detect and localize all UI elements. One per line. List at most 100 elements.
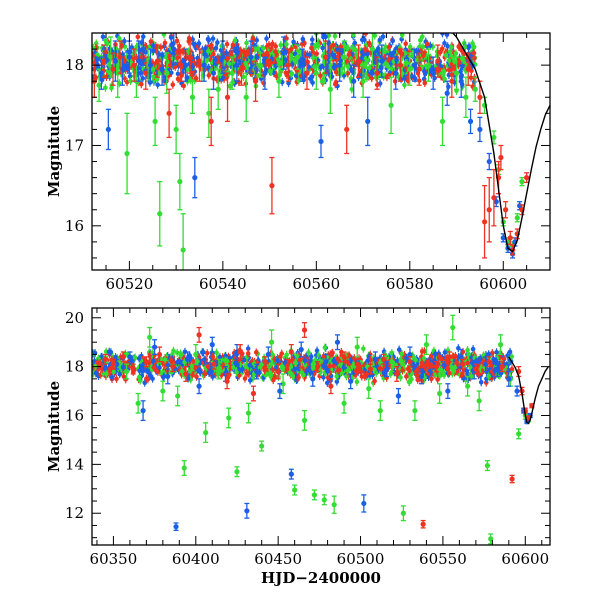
top-panel-ticks bbox=[92, 32, 551, 270]
cloud-point bbox=[380, 34, 386, 39]
data-point-green bbox=[152, 96, 158, 147]
cloud-point bbox=[174, 38, 180, 44]
data-point-red bbox=[498, 144, 504, 171]
data-point-blue bbox=[299, 48, 305, 82]
cloud-point bbox=[386, 73, 392, 78]
cloud-point bbox=[151, 48, 156, 54]
cloud-point bbox=[167, 63, 173, 68]
top-panel-y-axis-label: Magnitude bbox=[45, 106, 63, 197]
data-point-red bbox=[491, 168, 497, 227]
cloud-point bbox=[154, 76, 160, 82]
cloud-point bbox=[346, 52, 352, 58]
cloud-point bbox=[442, 41, 447, 46]
cloud-point bbox=[331, 42, 336, 48]
data-point-red bbox=[252, 60, 259, 102]
cloud-point bbox=[296, 78, 302, 83]
cloud-point bbox=[332, 33, 338, 39]
cloud-point bbox=[214, 350, 219, 355]
cloud-point bbox=[300, 36, 306, 42]
cloud-point bbox=[346, 362, 351, 367]
data-point-green bbox=[425, 48, 432, 82]
cloud-point bbox=[402, 82, 407, 88]
cloud-point bbox=[206, 49, 211, 54]
data-point-red bbox=[435, 44, 441, 78]
data-point-green bbox=[491, 130, 497, 145]
data-point-red bbox=[238, 52, 245, 86]
cloud-point bbox=[400, 71, 405, 76]
cloud-point bbox=[108, 349, 114, 355]
cloud-point bbox=[204, 58, 209, 64]
data-point-green bbox=[177, 152, 183, 211]
cloud-point bbox=[364, 75, 370, 81]
cloud-point bbox=[345, 71, 351, 76]
cloud-point bbox=[365, 51, 370, 57]
cloud-point bbox=[311, 50, 316, 56]
cloud-point bbox=[253, 350, 259, 355]
cloud-point bbox=[250, 36, 256, 41]
data-point-blue bbox=[126, 40, 132, 74]
top-panel-data-points bbox=[92, 33, 530, 270]
cloud-point bbox=[446, 67, 452, 73]
cloud-point bbox=[422, 80, 428, 86]
cloud-point bbox=[421, 76, 427, 82]
cloud-point bbox=[232, 38, 238, 43]
data-point-green bbox=[189, 80, 196, 114]
cloud-point bbox=[470, 41, 475, 46]
cloud-point bbox=[274, 73, 279, 79]
data-point-red bbox=[503, 201, 509, 219]
cloud-point bbox=[307, 52, 313, 58]
cloud-point bbox=[185, 67, 190, 72]
cloud-point bbox=[210, 36, 216, 41]
cloud-point bbox=[180, 49, 186, 54]
cloud-point bbox=[206, 65, 211, 70]
cloud-point bbox=[227, 83, 233, 89]
data-point-blue bbox=[393, 56, 399, 90]
data-point-blue bbox=[444, 80, 450, 106]
cloud-point bbox=[327, 45, 333, 50]
cloud-point bbox=[243, 52, 249, 58]
cloud-point bbox=[453, 51, 459, 56]
cloud-point bbox=[391, 50, 397, 55]
cloud-point bbox=[140, 76, 146, 81]
data-point-blue bbox=[140, 33, 147, 66]
data-point-green bbox=[108, 36, 114, 78]
data-point-red bbox=[355, 44, 361, 78]
data-point-blue bbox=[147, 48, 154, 82]
data-point-blue bbox=[430, 56, 436, 90]
top-panel-frame bbox=[91, 32, 551, 271]
cloud-point bbox=[151, 74, 156, 80]
cloud-point bbox=[266, 62, 271, 67]
cloud-point bbox=[427, 368, 433, 373]
cloud-point bbox=[323, 34, 328, 40]
cloud-point bbox=[403, 41, 409, 47]
data-point-green bbox=[341, 40, 347, 74]
cloud-point bbox=[359, 37, 365, 43]
data-point-red bbox=[304, 56, 310, 90]
cloud-point bbox=[325, 380, 330, 386]
data-point-green bbox=[369, 33, 376, 66]
cloud-point bbox=[362, 46, 368, 52]
data-point-red bbox=[196, 48, 203, 82]
cloud-point bbox=[276, 57, 281, 62]
cloud-point bbox=[287, 56, 293, 62]
cloud-point bbox=[206, 73, 212, 78]
cloud-point bbox=[390, 38, 396, 44]
data-point-green bbox=[295, 44, 301, 70]
data-point-blue bbox=[318, 124, 324, 159]
cloud-point bbox=[190, 64, 195, 70]
cloud-point bbox=[135, 34, 141, 40]
cloud-point bbox=[437, 373, 443, 379]
data-point-green bbox=[276, 64, 282, 98]
cloud-point bbox=[407, 44, 413, 50]
cloud-point bbox=[388, 371, 394, 377]
data-point-blue bbox=[411, 48, 418, 82]
cloud-point bbox=[352, 40, 358, 46]
data-point-green bbox=[215, 68, 221, 110]
cloud-point bbox=[445, 43, 450, 49]
data-point-green bbox=[453, 56, 460, 90]
cloud-point bbox=[162, 40, 168, 46]
data-point-blue bbox=[112, 40, 118, 82]
data-point-red bbox=[208, 96, 214, 147]
data-point-green bbox=[519, 176, 525, 187]
data-point-red bbox=[481, 184, 488, 259]
